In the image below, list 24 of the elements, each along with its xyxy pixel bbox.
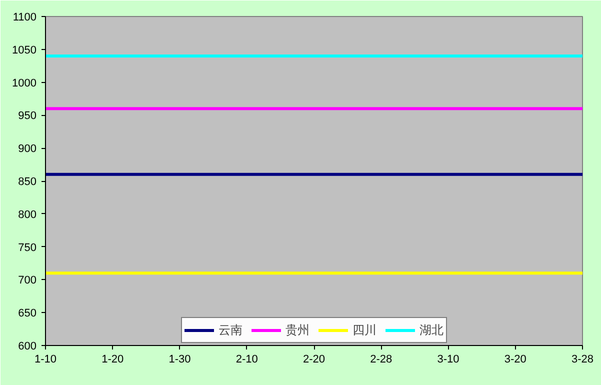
x-tick-label: 3-10 — [437, 354, 460, 366]
legend-label: 四川 — [352, 322, 376, 338]
y-tick-label: 950 — [18, 110, 37, 122]
legend-label: 云南 — [218, 322, 242, 338]
x-tick-label: 1-20 — [102, 354, 124, 366]
y-tick-label: 900 — [18, 143, 37, 156]
y-tick-label: 1000 — [12, 77, 37, 90]
x-tick-label: 1-10 — [34, 354, 57, 366]
x-tick-label: 1-30 — [168, 354, 191, 366]
y-tick-label: 650 — [18, 308, 37, 320]
x-tick-label: 3-20 — [504, 354, 526, 366]
x-tick-label: 3-28 — [571, 354, 594, 366]
x-tick-label: 2-20 — [302, 354, 326, 366]
legend-label: 贵州 — [286, 322, 310, 338]
legend-label: 湖北 — [420, 322, 444, 338]
y-tick-label: 750 — [18, 242, 37, 254]
y-tick-label: 1050 — [12, 44, 37, 56]
y-tick-label: 700 — [18, 274, 37, 287]
y-tick-label: 800 — [18, 208, 37, 221]
x-tick-label: 2-28 — [370, 354, 392, 366]
y-tick-label: 850 — [18, 176, 37, 188]
x-tick-label: 2-10 — [236, 354, 258, 366]
y-tick-label: 600 — [18, 340, 37, 352]
y-tick-label: 1100 — [12, 12, 36, 24]
